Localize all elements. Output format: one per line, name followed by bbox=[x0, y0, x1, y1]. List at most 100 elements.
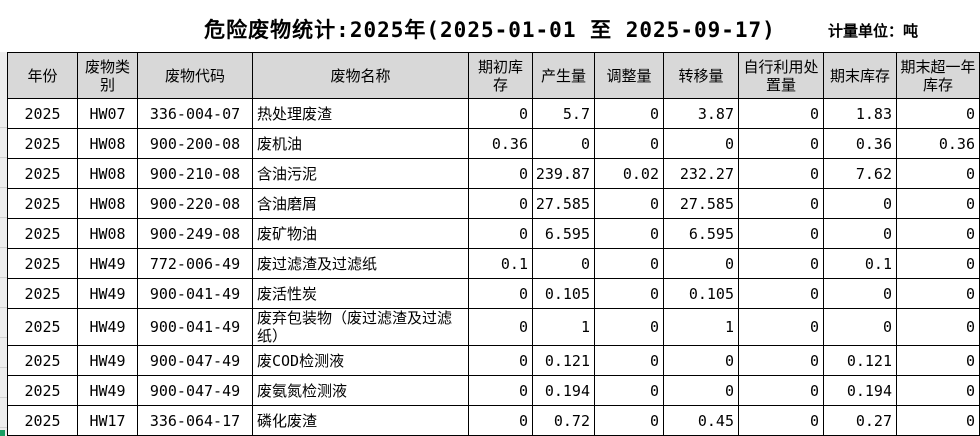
cell[interactable]: 0.45 bbox=[663, 405, 739, 436]
cell[interactable]: 0.1 bbox=[468, 248, 533, 279]
cell[interactable]: 0 bbox=[823, 188, 897, 219]
cell[interactable]: 0 bbox=[468, 308, 533, 346]
cell[interactable]: 0 bbox=[896, 375, 980, 406]
cell[interactable]: 2025 bbox=[7, 188, 78, 219]
cell[interactable]: 0 bbox=[663, 128, 739, 159]
cell[interactable]: 6.595 bbox=[532, 218, 595, 249]
cell[interactable]: HW08 bbox=[77, 218, 138, 249]
cell[interactable]: HW49 bbox=[77, 375, 138, 406]
cell[interactable]: 232.27 bbox=[663, 158, 739, 189]
cell[interactable]: 900-041-49 bbox=[137, 308, 253, 346]
cell[interactable]: 0 bbox=[896, 345, 980, 376]
column-header[interactable]: 废物名称 bbox=[252, 52, 469, 99]
column-header[interactable]: 期末库存 bbox=[823, 52, 897, 99]
cell[interactable]: 0.121 bbox=[823, 345, 897, 376]
cell[interactable]: 27.585 bbox=[663, 188, 739, 219]
column-header[interactable]: 废物类别 bbox=[77, 52, 138, 99]
cell[interactable]: 0 bbox=[468, 375, 533, 406]
cell[interactable]: 0 bbox=[468, 98, 533, 129]
cell[interactable]: 0 bbox=[738, 188, 824, 219]
cell[interactable]: 0 bbox=[823, 278, 897, 309]
cell[interactable]: 0 bbox=[738, 278, 824, 309]
cell[interactable]: 900-047-49 bbox=[137, 375, 253, 406]
cell[interactable]: 0 bbox=[896, 158, 980, 189]
cell[interactable]: HW49 bbox=[77, 248, 138, 279]
cell[interactable]: 0 bbox=[468, 405, 533, 436]
cell[interactable]: 0 bbox=[594, 405, 664, 436]
cell[interactable]: 0 bbox=[663, 248, 739, 279]
cell[interactable]: 2025 bbox=[7, 278, 78, 309]
cell[interactable]: 0 bbox=[594, 128, 664, 159]
cell[interactable]: 336-064-17 bbox=[137, 405, 253, 436]
column-header[interactable]: 废物代码 bbox=[137, 52, 253, 99]
cell[interactable]: 0 bbox=[594, 98, 664, 129]
column-header[interactable]: 期末超一年库存 bbox=[896, 52, 980, 99]
cell[interactable]: 0.194 bbox=[823, 375, 897, 406]
cell[interactable]: 1 bbox=[663, 308, 739, 346]
cell[interactable]: 0 bbox=[738, 248, 824, 279]
cell[interactable]: 0 bbox=[896, 405, 980, 436]
cell[interactable]: 900-210-08 bbox=[137, 158, 253, 189]
cell[interactable]: HW49 bbox=[77, 345, 138, 376]
cell[interactable]: 0.27 bbox=[823, 405, 897, 436]
column-header[interactable]: 年份 bbox=[7, 52, 78, 99]
cell[interactable]: 0 bbox=[468, 345, 533, 376]
cell[interactable]: HW07 bbox=[77, 98, 138, 129]
cell[interactable]: 0 bbox=[738, 345, 824, 376]
cell[interactable]: 0 bbox=[738, 405, 824, 436]
cell[interactable]: 0 bbox=[738, 158, 824, 189]
cell[interactable]: 0.1 bbox=[823, 248, 897, 279]
cell[interactable]: 900-249-08 bbox=[137, 218, 253, 249]
cell[interactable]: 0 bbox=[823, 308, 897, 346]
cell[interactable]: 0 bbox=[594, 345, 664, 376]
cell[interactable]: HW08 bbox=[77, 188, 138, 219]
cell[interactable]: 0 bbox=[663, 375, 739, 406]
cell[interactable]: 0 bbox=[738, 128, 824, 159]
cell[interactable]: 900-041-49 bbox=[137, 278, 253, 309]
cell[interactable]: 2025 bbox=[7, 218, 78, 249]
cell[interactable]: HW08 bbox=[77, 128, 138, 159]
cell[interactable]: 0.121 bbox=[532, 345, 595, 376]
cell[interactable]: 2025 bbox=[7, 98, 78, 129]
cell[interactable]: 0.194 bbox=[532, 375, 595, 406]
cell[interactable]: 0.02 bbox=[594, 158, 664, 189]
cell[interactable]: HW49 bbox=[77, 278, 138, 309]
cell[interactable]: 239.87 bbox=[532, 158, 595, 189]
cell[interactable]: HW08 bbox=[77, 158, 138, 189]
cell[interactable]: 0 bbox=[594, 375, 664, 406]
cell[interactable]: 900-047-49 bbox=[137, 345, 253, 376]
cell[interactable]: 0 bbox=[896, 308, 980, 346]
cell[interactable]: 0 bbox=[738, 98, 824, 129]
cell[interactable]: 0 bbox=[663, 345, 739, 376]
cell[interactable]: 0 bbox=[738, 308, 824, 346]
cell[interactable]: 0 bbox=[468, 218, 533, 249]
cell[interactable]: 0.36 bbox=[896, 128, 980, 159]
cell[interactable]: 0 bbox=[532, 128, 595, 159]
cell[interactable]: 900-220-08 bbox=[137, 188, 253, 219]
cell[interactable]: 900-200-08 bbox=[137, 128, 253, 159]
cell[interactable]: 3.87 bbox=[663, 98, 739, 129]
cell[interactable]: 0 bbox=[738, 218, 824, 249]
column-header[interactable]: 调整量 bbox=[594, 52, 664, 99]
cell[interactable]: 7.62 bbox=[823, 158, 897, 189]
cell[interactable]: 772-006-49 bbox=[137, 248, 253, 279]
cell[interactable]: 废过滤渣及过滤纸 bbox=[252, 248, 469, 279]
cell[interactable]: 0.105 bbox=[663, 278, 739, 309]
column-header[interactable]: 期初库存 bbox=[468, 52, 533, 99]
cell[interactable]: 2025 bbox=[7, 345, 78, 376]
cell[interactable]: 0 bbox=[823, 218, 897, 249]
cell[interactable]: 0.36 bbox=[468, 128, 533, 159]
cell[interactable]: 1.83 bbox=[823, 98, 897, 129]
cell[interactable]: HW49 bbox=[77, 308, 138, 346]
cell[interactable]: 热处理废渣 bbox=[252, 98, 469, 129]
cell[interactable]: 2025 bbox=[7, 375, 78, 406]
cell[interactable]: 2025 bbox=[7, 405, 78, 436]
column-header[interactable]: 产生量 bbox=[532, 52, 595, 99]
cell[interactable]: 0.72 bbox=[532, 405, 595, 436]
cell[interactable]: 0 bbox=[532, 248, 595, 279]
cell[interactable]: 磷化废渣 bbox=[252, 405, 469, 436]
cell[interactable]: 含油污泥 bbox=[252, 158, 469, 189]
cell[interactable]: 0 bbox=[594, 278, 664, 309]
cell[interactable]: 2025 bbox=[7, 308, 78, 346]
cell[interactable]: 2025 bbox=[7, 248, 78, 279]
